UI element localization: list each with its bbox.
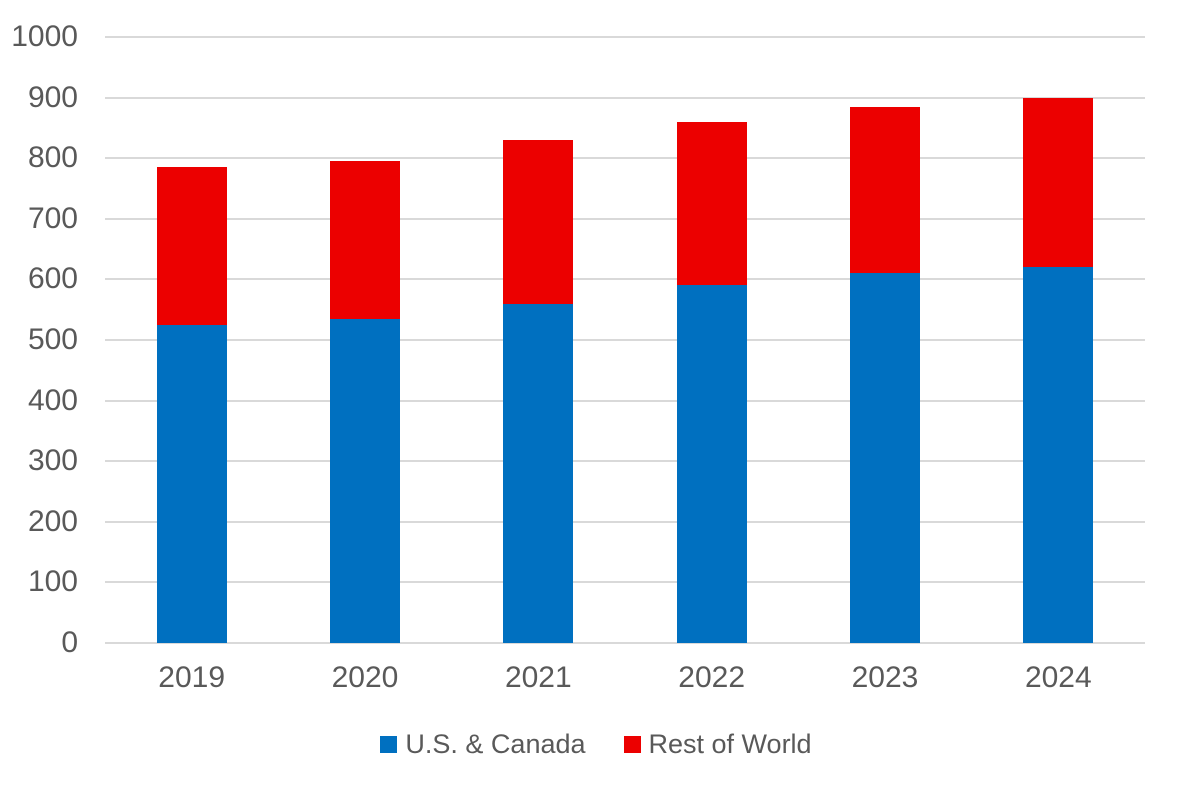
y-tick-label-1000: 1000 <box>11 20 78 53</box>
y-tick-label-600: 600 <box>27 262 78 296</box>
bar-2019 <box>156 167 227 643</box>
legend-label: U.S. & Canada <box>405 729 586 759</box>
gridline-800 <box>105 157 1145 160</box>
bar-segment-2023-series-1 <box>850 106 920 274</box>
gridline-900 <box>105 96 1145 99</box>
bar-2020 <box>330 161 400 643</box>
bar-segment-2019-series-0 <box>156 324 227 643</box>
x-tick-label-2024: 2024 <box>1024 661 1092 694</box>
y-tick-label-0: 0 <box>61 626 78 659</box>
y-tick-label-900: 900 <box>27 80 78 114</box>
gridline-100 <box>105 581 1145 584</box>
x-tick-label-2021: 2021 <box>504 661 572 694</box>
bar-segment-2020-series-0 <box>330 318 400 643</box>
gridline-300 <box>105 460 1145 463</box>
bar-2021 <box>503 140 574 643</box>
legend-item-1: Rest of World <box>623 729 812 760</box>
x-tick-label-2022: 2022 <box>678 661 746 694</box>
y-tick-label-100: 100 <box>27 565 78 599</box>
bar-2024 <box>1023 97 1094 643</box>
gridline-200 <box>105 520 1145 523</box>
plot-area <box>105 36 1145 644</box>
gridline-500 <box>105 339 1145 341</box>
y-tick-label-500: 500 <box>27 323 78 356</box>
x-tick-label-2020: 2020 <box>331 661 399 694</box>
gridline-400 <box>105 399 1145 402</box>
legend-swatch-icon <box>380 736 398 753</box>
legend: U.S. & Canada Rest of World <box>0 729 1192 760</box>
legend-label: Rest of World <box>648 729 812 759</box>
y-tick-label-200: 200 <box>27 504 78 538</box>
legend-item-0: U.S. & Canada <box>380 729 586 760</box>
bar-segment-2020-series-1 <box>330 161 400 319</box>
gridline-1000 <box>105 36 1145 38</box>
x-tick-label-2019: 2019 <box>158 661 226 694</box>
y-tick-label-700: 700 <box>27 201 78 235</box>
bar-2023 <box>850 106 920 643</box>
gridline-700 <box>105 217 1145 220</box>
bar-segment-2021-series-1 <box>503 140 574 304</box>
bar-segment-2022-series-0 <box>676 285 747 643</box>
bar-2022 <box>676 121 747 643</box>
x-tick-label-2023: 2023 <box>851 661 919 694</box>
legend-swatch-icon <box>623 736 641 753</box>
bar-segment-2024-series-0 <box>1023 267 1094 643</box>
bar-segment-2023-series-0 <box>850 273 920 643</box>
gridline-600 <box>105 278 1145 281</box>
gridline-0 <box>105 642 1145 644</box>
bar-segment-2021-series-0 <box>503 303 574 643</box>
y-tick-label-400: 400 <box>27 383 78 417</box>
bar-segment-2022-series-1 <box>676 121 747 286</box>
bar-segment-2024-series-1 <box>1023 97 1094 268</box>
bar-segment-2019-series-1 <box>156 167 227 325</box>
y-tick-label-300: 300 <box>27 444 78 478</box>
y-tick-label-800: 800 <box>27 141 78 175</box>
